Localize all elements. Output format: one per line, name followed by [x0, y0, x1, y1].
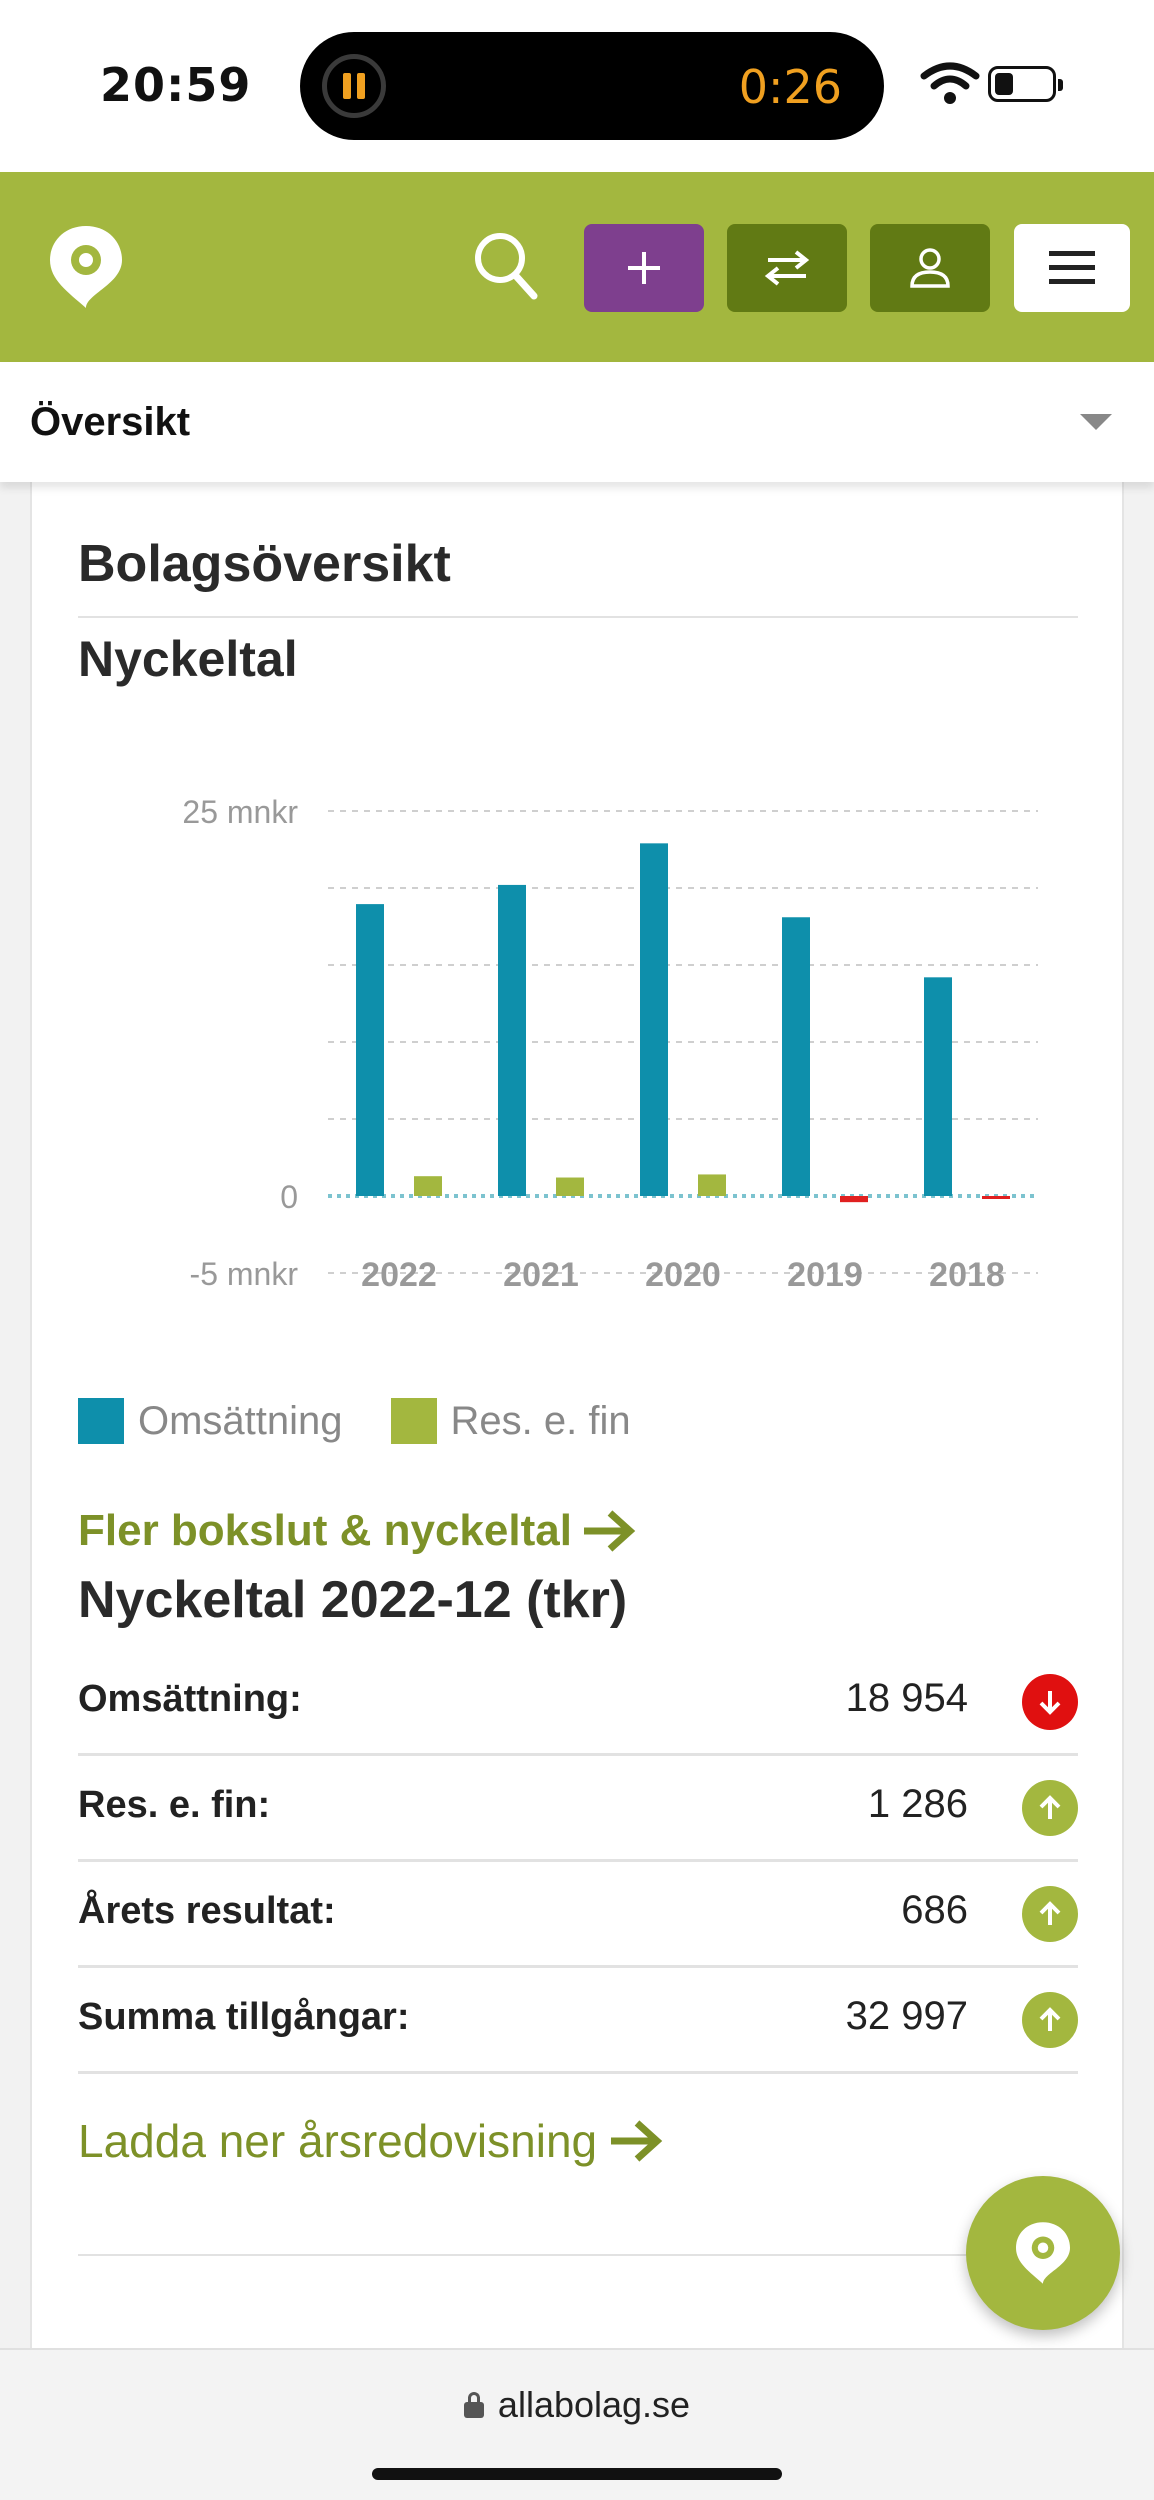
- y-tick-label: -5 mnkr: [190, 1256, 299, 1292]
- bar-result-2018: [982, 1196, 1010, 1199]
- keyfigures-title: Nyckeltal 2022-12 (tkr): [78, 1571, 628, 1629]
- status-bar: 20:59 0:26: [0, 0, 1154, 172]
- legend-swatch-revenue: [78, 1398, 124, 1444]
- keyfigure-row: Omsättning: 18 954: [78, 1650, 1078, 1756]
- more-keyfigures-label: Fler bokslut & nyckeltal: [78, 1506, 572, 1555]
- trend-down-icon: [1022, 1674, 1078, 1730]
- bar-revenue-2021: [498, 884, 526, 1196]
- keyfigures-list: Omsättning: 18 954 Res. e. fin: 1 286 År…: [78, 1650, 1078, 2074]
- chart-svg: 25 mnkr 0 -5 mnkr 2022 2021 2020 2019 2018: [182, 794, 1038, 1294]
- battery-icon: [988, 66, 1063, 102]
- keyfigure-label: Årets resultat:: [78, 1890, 336, 1932]
- home-indicator[interactable]: [372, 2468, 782, 2480]
- status-time: 20:59: [100, 58, 252, 112]
- bar-result-2021: [556, 1177, 584, 1196]
- section-dropdown[interactable]: Översikt: [0, 362, 1154, 482]
- x-tick-label: 2022: [361, 1256, 437, 1294]
- bar-revenue-2020: [640, 843, 668, 1196]
- legend-label-revenue: Omsättning: [138, 1398, 343, 1443]
- keyfigure-label: Omsättning:: [78, 1678, 302, 1720]
- keyfigure-value: 686: [901, 1888, 968, 1932]
- browser-url-bar[interactable]: allabolag.se: [0, 2348, 1154, 2500]
- bar-result-2020: [698, 1174, 726, 1196]
- download-annual-report-link[interactable]: Ladda ner årsredovisning: [78, 2114, 665, 2168]
- keyfigure-value: 18 954: [845, 1676, 968, 1720]
- url-domain[interactable]: allabolag.se: [497, 2384, 691, 2425]
- dropdown-selected: Översikt: [30, 400, 191, 444]
- x-tick-label: 2021: [503, 1256, 579, 1294]
- trend-up-icon: [1022, 1780, 1078, 1836]
- keyfigure-label: Summa tillgångar:: [78, 1996, 410, 2038]
- arrow-right-icon: [611, 2120, 663, 2162]
- bar-revenue-2018: [924, 977, 952, 1196]
- card-title: Bolagsöversikt: [78, 535, 451, 593]
- trend-up-icon: [1022, 1992, 1078, 2048]
- y-tick-label: 25 mnkr: [182, 794, 298, 830]
- y-tick-label: 0: [280, 1179, 298, 1215]
- chart-legend: Omsättning Res. e. fin: [78, 1398, 679, 1444]
- x-tick-label: 2019: [787, 1256, 863, 1294]
- legend-swatch-result: [390, 1398, 437, 1444]
- divider: [78, 616, 1078, 618]
- bar-revenue-2019: [782, 917, 810, 1196]
- menu-icon: [1049, 251, 1095, 284]
- menu-button[interactable]: [1014, 224, 1130, 312]
- user-icon: [910, 248, 950, 288]
- caret-down-icon: [1080, 414, 1112, 430]
- account-button[interactable]: [870, 224, 990, 312]
- more-keyfigures-link[interactable]: Fler bokslut & nyckeltal: [78, 1506, 638, 1556]
- pause-icon[interactable]: [322, 54, 386, 118]
- add-button[interactable]: [584, 224, 704, 312]
- keyfigure-row: Årets resultat: 686: [78, 1862, 1078, 1968]
- swap-icon: [764, 250, 810, 286]
- overview-card: Bolagsöversikt Nyckeltal 25 mnkr 0 -5 mnkr…: [30, 482, 1124, 2348]
- bar-revenue-2022: [356, 904, 384, 1196]
- site-header: [0, 172, 1154, 362]
- bar-result-2022: [414, 1176, 442, 1196]
- download-label: Ladda ner årsredovisning: [78, 2115, 598, 2167]
- floating-map-button[interactable]: [966, 2176, 1120, 2330]
- trend-up-icon: [1022, 1886, 1078, 1942]
- arrow-right-icon: [583, 1510, 636, 1552]
- plus-icon: [628, 252, 660, 284]
- wifi-icon: [920, 62, 980, 104]
- bar-result-2019: [840, 1196, 868, 1203]
- keyfigure-label: Res. e. fin:: [78, 1784, 271, 1826]
- legend-label-result: Res. e. fin: [450, 1398, 631, 1443]
- keyfigure-value: 32 997: [845, 1994, 968, 2038]
- search-icon[interactable]: [470, 228, 540, 304]
- lock-icon: [463, 2392, 484, 2418]
- x-tick-label: 2020: [645, 1256, 721, 1294]
- card-subtitle: Nyckeltal: [78, 631, 298, 687]
- keyfigure-row: Res. e. fin: 1 286: [78, 1756, 1078, 1862]
- x-tick-label: 2018: [929, 1256, 1005, 1294]
- map-pin-icon: [1016, 2222, 1070, 2284]
- compare-button[interactable]: [727, 224, 847, 312]
- dynamic-island[interactable]: 0:26: [300, 32, 884, 140]
- logo-pin-icon[interactable]: [46, 222, 126, 312]
- keyfigure-row: Summa tillgångar: 32 997: [78, 1968, 1078, 2074]
- keyfigure-value: 1 286: [867, 1782, 968, 1826]
- divider: [78, 2254, 1078, 2256]
- keyfigures-chart: 25 mnkr 0 -5 mnkr 2022 2021 2020 2019 2018: [78, 718, 1078, 1318]
- island-timer: 0:26: [738, 60, 842, 114]
